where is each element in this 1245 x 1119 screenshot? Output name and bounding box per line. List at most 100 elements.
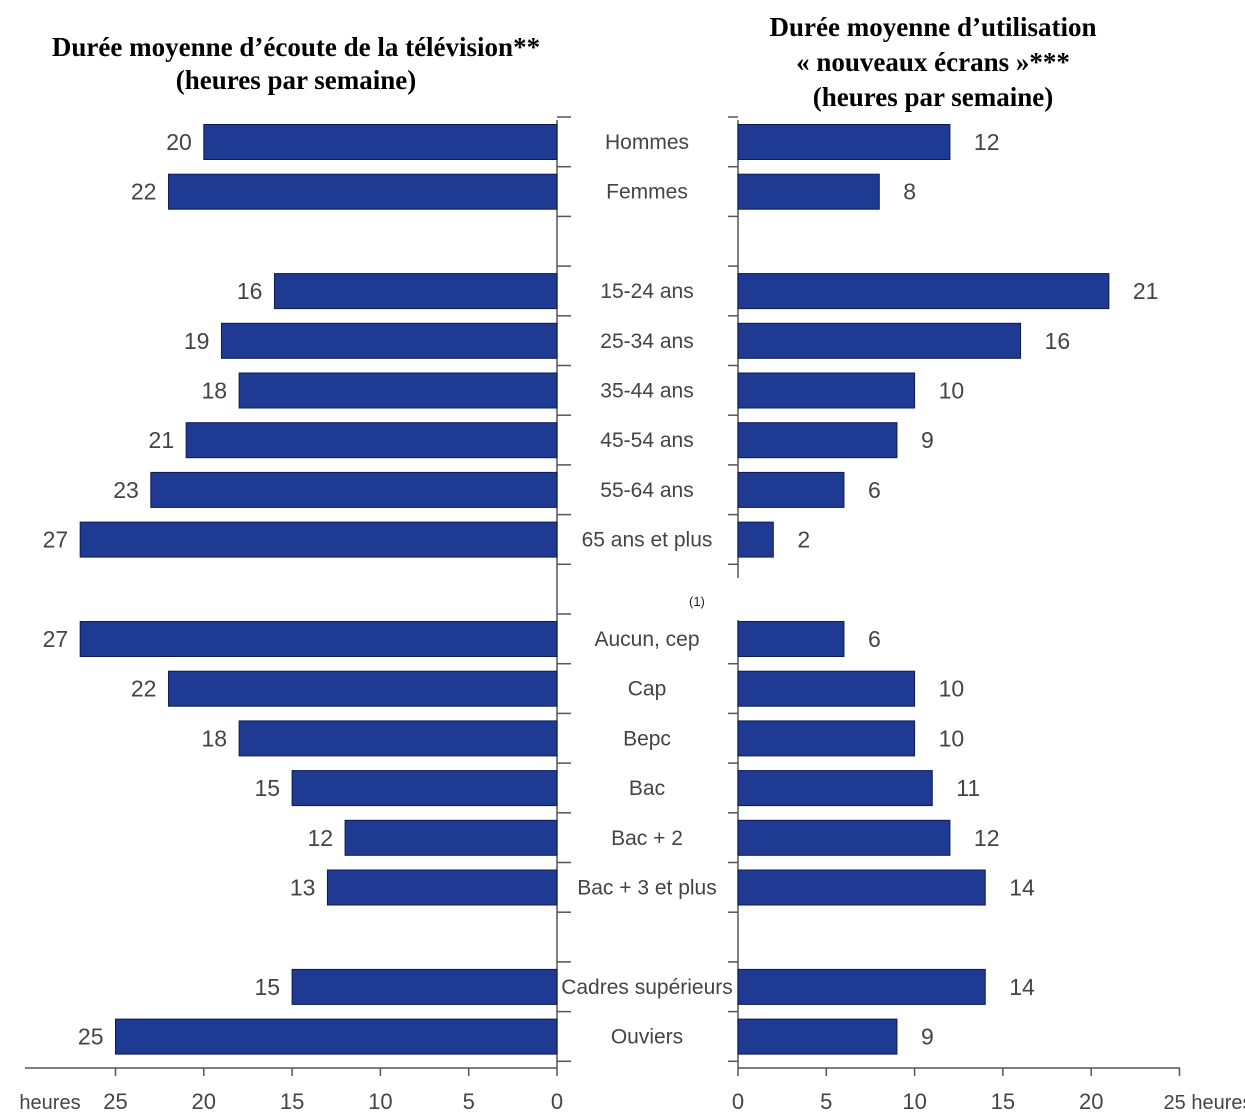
screens-bar — [737, 273, 1110, 310]
screens-bar — [737, 720, 916, 757]
tv-bar — [238, 720, 558, 757]
tv-value-label: 27 — [43, 626, 69, 652]
category-label: Hommes — [605, 131, 689, 154]
tv-value-label: 22 — [131, 676, 157, 702]
tv-bar — [291, 968, 558, 1005]
tv-bar — [273, 273, 558, 310]
right-x-tick-label: 0 — [732, 1089, 744, 1114]
tv-bar — [167, 670, 558, 707]
right-x-tick-label: 15 — [991, 1089, 1015, 1114]
screens-bar — [737, 471, 845, 508]
category-label: Cadres supérieurs — [561, 976, 733, 999]
screens-value-label: 6 — [868, 477, 881, 503]
tv-bar — [220, 322, 558, 359]
left-x-tick-label: 15 — [280, 1089, 304, 1114]
tv-bar — [79, 521, 558, 558]
tv-value-label: 12 — [307, 825, 333, 851]
screens-bar — [737, 124, 951, 160]
category-label: Femmes — [606, 181, 688, 204]
tv-bar — [79, 621, 558, 657]
tv-value-label: 27 — [43, 527, 69, 553]
screens-value-label: 10 — [939, 676, 965, 702]
screens-bar — [737, 869, 986, 906]
tv-value-label: 23 — [113, 477, 139, 503]
category-label: Bepc — [623, 727, 671, 750]
left-x-tick-label: 25 — [103, 1089, 127, 1114]
category-label: Bac + 2 — [611, 827, 683, 850]
category-label: Cap — [628, 678, 667, 701]
screens-value-label: 10 — [939, 378, 965, 404]
screens-bar — [737, 1018, 898, 1055]
tv-value-label: 22 — [131, 179, 157, 205]
tv-bar — [115, 1018, 558, 1055]
tv-value-label: 18 — [202, 725, 228, 751]
tv-value-label: 13 — [290, 875, 316, 901]
category-label: 65 ans et plus — [582, 529, 713, 552]
left-x-tick-label: 10 — [368, 1089, 392, 1114]
screens-value-label: 12 — [974, 825, 1000, 851]
right-x-tick-label: 5 — [820, 1089, 832, 1114]
group-footnote-marker: (1) — [689, 594, 705, 609]
right-axis-unit-label: 25 heures — [1164, 1092, 1245, 1114]
screens-value-label: 8 — [903, 179, 916, 205]
screens-value-label: 6 — [868, 626, 881, 652]
tv-bar — [203, 124, 558, 160]
screens-value-label: 10 — [939, 725, 965, 751]
tv-bar — [167, 173, 558, 210]
screens-value-label: 2 — [797, 527, 810, 553]
screens-bar — [737, 422, 898, 459]
screens-bar — [737, 621, 845, 657]
category-label: Ouviers — [611, 1026, 683, 1049]
screens-bar — [737, 968, 986, 1005]
left-chart-subtitle: (heures par semaine) — [176, 65, 416, 95]
screens-value-label: 9 — [921, 1024, 934, 1050]
screens-value-label: 11 — [956, 775, 980, 801]
tv-bar — [326, 869, 558, 906]
category-label: 15-24 ans — [600, 280, 693, 303]
screens-bar — [737, 372, 916, 409]
tv-value-label: 21 — [149, 427, 175, 453]
right-x-tick-label: 10 — [902, 1089, 926, 1114]
screens-bar — [737, 521, 774, 558]
category-label: 25-34 ans — [600, 330, 693, 353]
tv-bar — [238, 372, 558, 409]
left-x-tick-label: 20 — [192, 1089, 216, 1114]
screens-value-label: 14 — [1009, 974, 1035, 1000]
tv-bar — [344, 819, 558, 856]
screens-value-label: 12 — [974, 129, 1000, 155]
screens-bar — [737, 322, 1022, 359]
screens-value-label: 9 — [921, 427, 934, 453]
right-chart-title-line-3: (heures par semaine) — [813, 82, 1053, 112]
category-label: 45-54 ans — [600, 429, 693, 452]
category-label: Bac + 3 et plus — [577, 877, 717, 900]
tv-value-label: 19 — [184, 328, 210, 354]
tv-value-label: 15 — [255, 974, 281, 1000]
tv-value-label: 15 — [255, 775, 281, 801]
right-chart-title-line-2: « nouveaux écrans »*** — [796, 47, 1070, 77]
screens-bar — [737, 173, 880, 210]
left-x-tick-label: 5 — [463, 1089, 475, 1114]
tv-value-label: 20 — [166, 129, 192, 155]
tv-bar — [291, 770, 558, 807]
right-chart-title-line-1: Durée moyenne d’utilisation — [770, 12, 1097, 42]
category-label: Bac — [629, 777, 665, 800]
screens-bar — [737, 819, 951, 856]
category-label: 35-44 ans — [600, 380, 693, 403]
tv-value-label: 18 — [202, 378, 228, 404]
left-x-tick-label: 0 — [551, 1089, 563, 1114]
screens-value-label: 16 — [1045, 328, 1071, 354]
left-axis-unit-label: heures — [19, 1092, 80, 1114]
screens-value-label: 14 — [1009, 875, 1035, 901]
tv-bar — [150, 471, 558, 508]
tv-value-label: 16 — [237, 278, 263, 304]
screens-bar — [737, 670, 916, 707]
category-label: 55-64 ans — [600, 479, 693, 502]
left-chart-title: Durée moyenne d’écoute de la télévision*… — [52, 32, 540, 62]
screens-bar — [737, 770, 933, 807]
tv-bar — [185, 422, 558, 459]
tv-value-label: 25 — [78, 1024, 104, 1050]
category-label: Aucun, cep — [594, 628, 699, 651]
right-x-tick-label: 20 — [1079, 1089, 1103, 1114]
